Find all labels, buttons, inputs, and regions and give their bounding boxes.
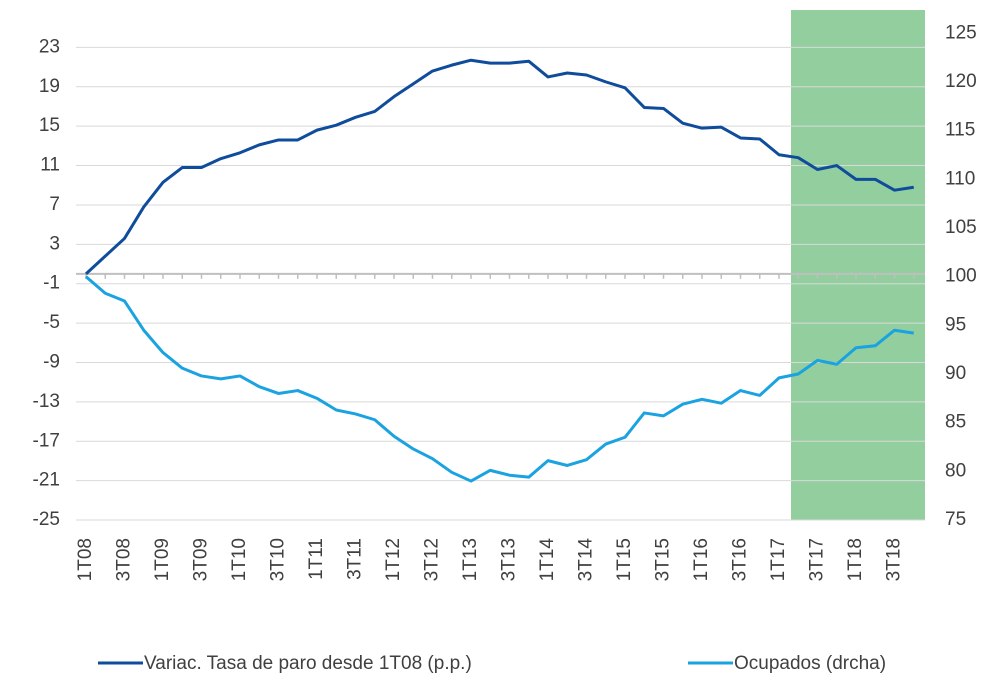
x-tick-label: 1T12 bbox=[383, 538, 404, 581]
x-tick-label: 3T08 bbox=[114, 538, 135, 581]
y-tick-label: 7 bbox=[49, 194, 60, 215]
x-tick-label: 1T14 bbox=[537, 538, 558, 582]
y2-tick-label: 95 bbox=[945, 314, 966, 335]
x-tick-label: 1T11 bbox=[306, 538, 327, 580]
y-tick-label: 3 bbox=[49, 233, 60, 254]
x-tick-label: 1T16 bbox=[691, 538, 712, 581]
x-tick-label: 1T13 bbox=[460, 538, 481, 581]
y2-tick-label: 105 bbox=[945, 217, 977, 238]
y2-tick-label: 120 bbox=[945, 71, 977, 92]
x-tick-label: 3T15 bbox=[653, 538, 674, 581]
x-tick-label: 1T18 bbox=[845, 538, 866, 581]
y-tick-label: -21 bbox=[33, 470, 60, 491]
x-tick-label: 3T17 bbox=[807, 538, 828, 581]
x-tick-label: 1T10 bbox=[229, 538, 250, 581]
y-tick-label: -1 bbox=[43, 273, 60, 294]
series-line bbox=[85, 275, 914, 483]
x-tick-label: 3T13 bbox=[499, 538, 520, 581]
y2-tick-label: 85 bbox=[945, 412, 966, 433]
legend-label: Variac. Tasa de paro desde 1T08 (p.p.) bbox=[144, 653, 472, 674]
y-tick-label: -9 bbox=[43, 351, 60, 372]
y-tick-label: -25 bbox=[33, 509, 60, 530]
y2-tick-label: 90 bbox=[945, 363, 966, 384]
x-tick-label: 3T10 bbox=[268, 538, 289, 581]
x-tick-label: 3T11 bbox=[345, 538, 366, 580]
x-tick-label: 1T09 bbox=[152, 538, 173, 581]
y2-tick-label: 80 bbox=[945, 460, 966, 481]
highlight-region bbox=[791, 10, 925, 520]
x-tick-label: 3T14 bbox=[576, 538, 597, 582]
x-tick-label: 3T18 bbox=[884, 538, 905, 581]
x-tick-label: 1T17 bbox=[768, 538, 789, 581]
x-tick-label: 1T08 bbox=[75, 538, 96, 581]
x-tick-label: 1T15 bbox=[614, 538, 635, 581]
y2-tick-label: 125 bbox=[945, 22, 977, 43]
series-line bbox=[84, 58, 914, 275]
x-tick-label: 3T09 bbox=[191, 538, 212, 581]
y-tick-label: -5 bbox=[43, 312, 60, 333]
y-tick-label: 19 bbox=[39, 76, 60, 97]
y2-tick-label: 100 bbox=[945, 266, 977, 287]
y-tick-label: 11 bbox=[40, 155, 60, 176]
y2-tick-label: 75 bbox=[945, 509, 966, 530]
x-tick-label: 3T16 bbox=[730, 538, 751, 581]
y-tick-label: 23 bbox=[39, 36, 60, 57]
y-tick-label: -17 bbox=[33, 430, 60, 451]
y2-tick-label: 115 bbox=[945, 120, 975, 141]
x-tick-label: 3T12 bbox=[422, 538, 443, 581]
y-tick-label: -13 bbox=[33, 391, 60, 412]
y2-tick-label: 110 bbox=[945, 168, 975, 189]
y-tick-label: 15 bbox=[39, 115, 60, 136]
legend-label: Ocupados (drcha) bbox=[734, 653, 886, 674]
